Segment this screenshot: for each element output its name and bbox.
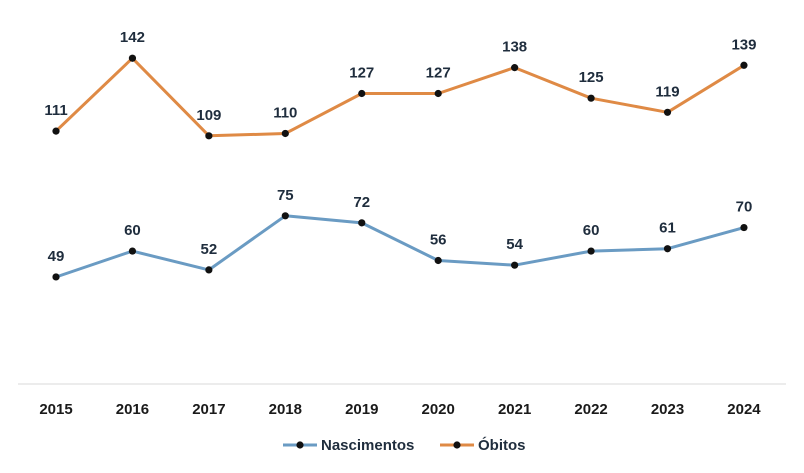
data-point-nascimentos bbox=[52, 273, 60, 281]
legend-marker-obitos bbox=[453, 441, 461, 449]
data-point-nascimentos bbox=[587, 247, 595, 255]
data-label-nascimentos: 60 bbox=[124, 222, 141, 239]
data-label-obitos: 127 bbox=[426, 64, 451, 81]
x-tick-label: 2018 bbox=[269, 401, 302, 418]
x-tick-label: 2024 bbox=[727, 401, 761, 418]
series-layer bbox=[52, 54, 748, 281]
data-point-nascimentos bbox=[740, 223, 748, 232]
x-tick-label: 2016 bbox=[116, 401, 149, 418]
data-label-nascimentos: 70 bbox=[736, 199, 753, 216]
data-point-obitos bbox=[52, 127, 60, 135]
data-label-obitos: 139 bbox=[731, 36, 756, 53]
data-point-obitos bbox=[587, 94, 595, 102]
x-tick-label: 2017 bbox=[192, 401, 225, 418]
data-point-obitos bbox=[740, 61, 748, 69]
x-tick-label: 2019 bbox=[345, 401, 378, 418]
data-point-obitos bbox=[434, 89, 442, 98]
data-label-nascimentos: 49 bbox=[48, 248, 65, 265]
legend-marker-nascimentos bbox=[296, 441, 304, 449]
x-tick-label: 2021 bbox=[498, 401, 531, 418]
data-label-obitos: 125 bbox=[579, 69, 604, 86]
data-point-nascimentos bbox=[663, 245, 672, 253]
data-label-obitos: 142 bbox=[120, 29, 145, 46]
data-label-nascimentos: 52 bbox=[201, 241, 218, 258]
x-tick-label: 2020 bbox=[422, 401, 455, 418]
x-tick-label: 2022 bbox=[574, 401, 607, 418]
legend: Nascimentos Óbitos bbox=[283, 436, 526, 454]
data-point-obitos bbox=[663, 108, 672, 116]
data-point-nascimentos bbox=[205, 266, 213, 274]
data-point-obitos bbox=[281, 129, 289, 138]
x-tick-label: 2015 bbox=[39, 401, 72, 418]
data-label-obitos: 110 bbox=[273, 104, 297, 121]
data-label-obitos: 111 bbox=[44, 102, 67, 119]
legend-label-nascimentos: Nascimentos bbox=[321, 437, 414, 454]
data-label-nascimentos: 60 bbox=[583, 222, 600, 239]
series-line-nascimentos bbox=[55, 214, 745, 279]
data-label-nascimentos: 75 bbox=[277, 187, 294, 204]
data-label-obitos: 119 bbox=[655, 83, 679, 100]
x-tick-label: 2023 bbox=[651, 401, 684, 418]
data-point-nascimentos bbox=[128, 247, 137, 255]
data-point-obitos bbox=[128, 54, 137, 62]
data-label-nascimentos: 56 bbox=[430, 231, 447, 248]
data-point-obitos bbox=[205, 132, 213, 140]
data-point-nascimentos bbox=[281, 212, 289, 220]
data-point-obitos bbox=[358, 89, 366, 98]
data-label-nascimentos: 61 bbox=[659, 220, 676, 237]
data-point-nascimentos bbox=[434, 256, 442, 265]
data-label-nascimentos: 54 bbox=[506, 236, 523, 253]
data-labels: 49 60 52 75 72 56 54 60 61 70 111 142 109 110 127 127 13… bbox=[44, 29, 756, 265]
data-label-obitos: 109 bbox=[196, 107, 221, 124]
x-tick-labels: 2015 2016 2017 2018 2019 2020 2021 2022 2023 2024 bbox=[39, 401, 761, 418]
data-label-nascimentos: 72 bbox=[353, 194, 370, 211]
data-label-obitos: 127 bbox=[349, 64, 374, 81]
data-label-obitos: 138 bbox=[502, 39, 527, 56]
data-point-nascimentos bbox=[511, 261, 519, 269]
data-point-nascimentos bbox=[358, 219, 366, 227]
data-point-obitos bbox=[511, 64, 519, 72]
series-line-obitos bbox=[54, 56, 745, 138]
legend-label-obitos: Óbitos bbox=[478, 436, 526, 454]
